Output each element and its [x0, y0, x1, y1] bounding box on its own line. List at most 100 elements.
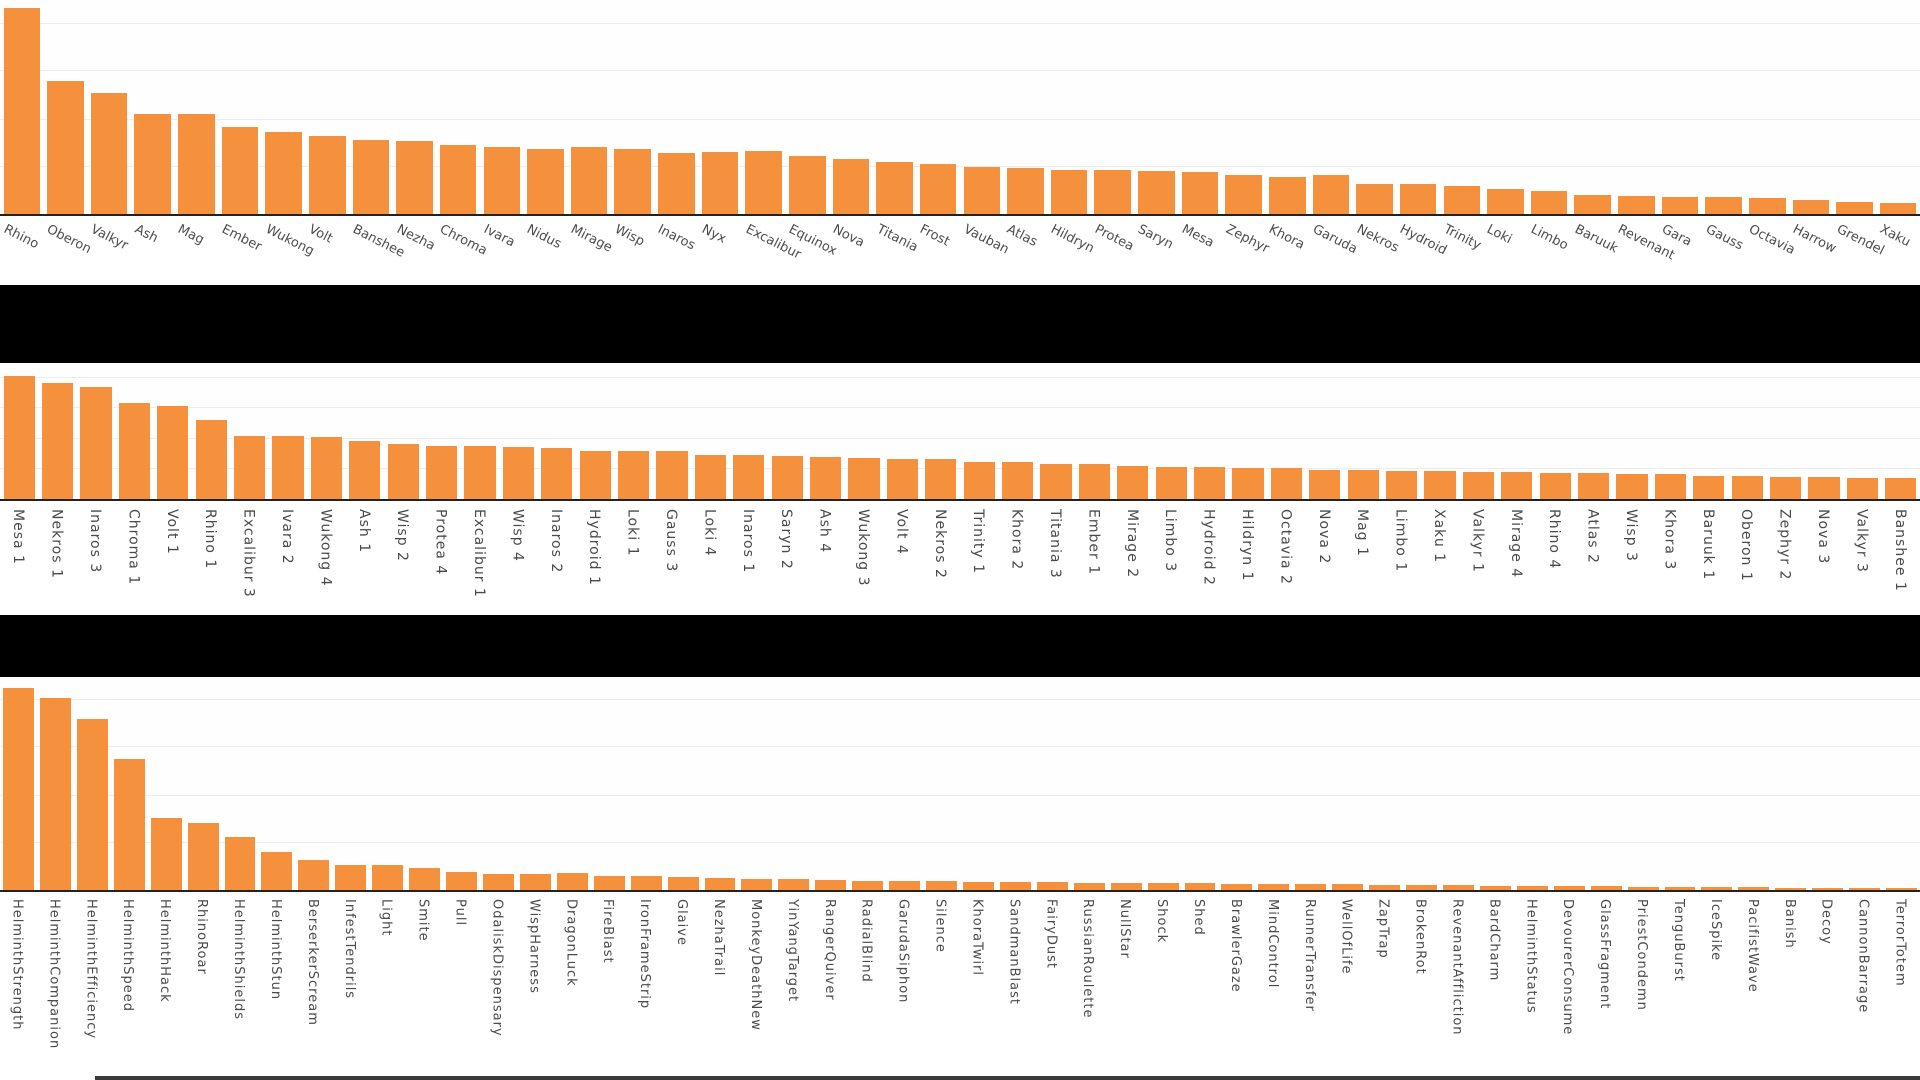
bar[interactable] — [1879, 203, 1917, 214]
bar[interactable] — [349, 440, 381, 499]
bar[interactable] — [1775, 888, 1807, 890]
bar[interactable] — [233, 435, 266, 499]
bar[interactable] — [999, 882, 1031, 890]
bar[interactable] — [852, 881, 884, 890]
bar[interactable] — [439, 144, 477, 214]
bar[interactable] — [704, 878, 736, 890]
bar[interactable] — [1040, 463, 1072, 499]
bar[interactable] — [1530, 191, 1568, 214]
bar[interactable] — [76, 718, 108, 890]
bar[interactable] — [809, 456, 842, 499]
bar[interactable] — [848, 457, 880, 499]
bar[interactable] — [832, 158, 870, 214]
bar[interactable] — [1232, 468, 1264, 499]
bar[interactable] — [541, 447, 573, 499]
bar[interactable] — [1268, 177, 1306, 214]
bar[interactable] — [47, 81, 84, 214]
bar[interactable] — [1661, 197, 1699, 214]
bar[interactable] — [261, 852, 293, 890]
bar[interactable] — [1577, 473, 1610, 499]
bar[interactable] — [1701, 887, 1733, 890]
bar[interactable] — [963, 166, 1001, 214]
bar[interactable] — [1073, 882, 1105, 890]
bar[interactable] — [1332, 884, 1364, 890]
bar[interactable] — [387, 443, 419, 499]
bar[interactable] — [1138, 171, 1175, 214]
bar[interactable] — [464, 445, 496, 499]
bar[interactable] — [298, 860, 330, 890]
bar[interactable] — [1007, 168, 1044, 214]
bar[interactable] — [1487, 189, 1524, 214]
bar[interactable] — [1553, 885, 1585, 890]
bar[interactable] — [483, 874, 514, 890]
bar[interactable] — [483, 146, 521, 214]
bar[interactable] — [733, 454, 765, 499]
bar[interactable] — [195, 420, 227, 499]
bar[interactable] — [771, 455, 803, 499]
bar[interactable] — [1792, 200, 1830, 214]
bar[interactable] — [667, 877, 699, 890]
bar[interactable] — [1369, 885, 1401, 890]
bar[interactable] — [118, 403, 151, 499]
bar[interactable] — [1516, 885, 1548, 890]
bar[interactable] — [694, 454, 727, 499]
bar[interactable] — [1078, 463, 1111, 499]
bar[interactable] — [187, 822, 219, 890]
bar[interactable] — [1836, 202, 1873, 214]
bar[interactable] — [1748, 198, 1786, 214]
bar[interactable] — [1479, 885, 1511, 890]
bar[interactable] — [1443, 885, 1474, 890]
bar[interactable] — [925, 458, 957, 499]
bar[interactable] — [1295, 884, 1327, 890]
bar[interactable] — [310, 436, 343, 499]
bar[interactable] — [425, 445, 458, 499]
bar[interactable] — [658, 152, 695, 214]
bar[interactable] — [1270, 468, 1303, 499]
bar[interactable] — [409, 868, 441, 890]
bar[interactable] — [1184, 882, 1216, 890]
bar[interactable] — [1812, 888, 1844, 890]
bar[interactable] — [178, 113, 215, 214]
bar[interactable] — [272, 435, 304, 499]
bar[interactable] — [579, 450, 611, 499]
bar[interactable] — [1312, 175, 1350, 214]
bar[interactable] — [570, 146, 608, 214]
bar[interactable] — [1110, 882, 1142, 890]
bar[interactable] — [1590, 885, 1622, 890]
bar[interactable] — [1705, 197, 1742, 214]
bar[interactable] — [778, 879, 810, 890]
bar[interactable] — [593, 876, 625, 890]
bar[interactable] — [157, 406, 189, 499]
bar[interactable] — [1618, 196, 1655, 214]
bar[interactable] — [39, 697, 71, 890]
bar[interactable] — [1309, 469, 1341, 499]
bar[interactable] — [1654, 474, 1687, 499]
bar[interactable] — [1117, 465, 1149, 499]
bar[interactable] — [1221, 884, 1253, 890]
bar[interactable] — [221, 126, 259, 214]
bar[interactable] — [617, 450, 650, 499]
bar[interactable] — [701, 151, 739, 214]
bar[interactable] — [614, 148, 652, 214]
bar[interactable] — [1885, 478, 1917, 499]
bar[interactable] — [502, 446, 535, 499]
bar[interactable] — [1001, 461, 1034, 499]
bar[interactable] — [41, 382, 74, 499]
bar[interactable] — [90, 93, 128, 214]
bar[interactable] — [1258, 884, 1290, 890]
bar[interactable] — [656, 450, 688, 499]
bar[interactable] — [1443, 186, 1481, 214]
bar[interactable] — [1664, 887, 1696, 890]
bar[interactable] — [527, 148, 564, 214]
bar[interactable] — [1356, 184, 1393, 214]
bar[interactable] — [134, 113, 172, 214]
bar[interactable] — [630, 876, 662, 890]
bar[interactable] — [1385, 471, 1418, 499]
bar[interactable] — [1424, 471, 1456, 499]
bar[interactable] — [1225, 175, 1262, 214]
bar[interactable] — [1574, 195, 1612, 214]
bar[interactable] — [963, 461, 995, 499]
bar[interactable] — [446, 872, 477, 890]
bar[interactable] — [889, 881, 921, 890]
bar[interactable] — [308, 135, 346, 214]
